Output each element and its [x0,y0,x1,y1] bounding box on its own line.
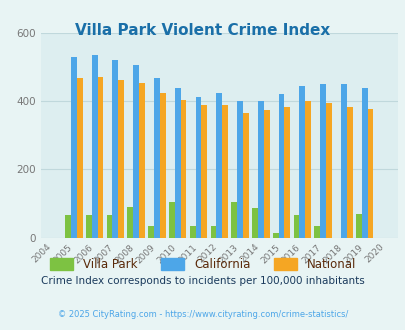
Bar [293,215,298,238]
Bar [252,208,257,238]
Bar [237,101,242,238]
Bar [340,84,346,238]
Bar [325,103,331,238]
Bar [133,65,139,238]
Bar [216,93,222,238]
Bar [118,80,124,238]
Legend: Villa Park, California, National: Villa Park, California, National [45,253,360,276]
Bar [257,101,263,238]
Bar [139,83,145,238]
Bar [92,55,97,238]
Bar [263,110,269,238]
Bar [313,226,320,238]
Bar [127,207,133,238]
Bar [175,88,180,238]
Bar [160,93,165,238]
Bar [153,78,160,238]
Bar [201,105,207,238]
Bar [346,107,352,238]
Bar [65,215,71,238]
Bar [77,78,82,238]
Bar [86,215,92,238]
Bar [320,84,325,238]
Bar [148,226,153,238]
Bar [298,86,305,238]
Bar [168,202,175,238]
Bar [180,100,186,238]
Text: © 2025 CityRating.com - https://www.cityrating.com/crime-statistics/: © 2025 CityRating.com - https://www.city… [58,310,347,319]
Bar [367,109,373,238]
Bar [355,214,361,238]
Text: Villa Park Violent Crime Index: Villa Park Violent Crime Index [75,23,330,38]
Bar [107,215,112,238]
Bar [222,105,227,238]
Bar [242,113,248,238]
Bar [278,94,284,238]
Text: Crime Index corresponds to incidents per 100,000 inhabitants: Crime Index corresponds to incidents per… [41,276,364,286]
Bar [231,202,237,238]
Bar [361,87,367,238]
Bar [305,101,310,238]
Bar [272,233,278,238]
Bar [195,97,201,238]
Bar [284,107,290,238]
Bar [112,60,118,238]
Bar [189,226,195,238]
Bar [71,57,77,238]
Bar [97,77,103,238]
Bar [210,226,216,238]
